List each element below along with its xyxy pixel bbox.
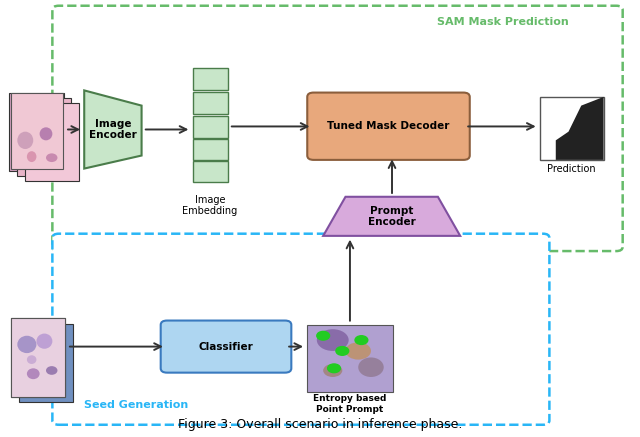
Ellipse shape xyxy=(17,336,36,353)
FancyBboxPatch shape xyxy=(193,92,228,114)
FancyBboxPatch shape xyxy=(193,139,228,160)
FancyBboxPatch shape xyxy=(307,325,394,392)
Text: Prompt
Encoder: Prompt Encoder xyxy=(368,205,416,227)
Ellipse shape xyxy=(346,342,371,360)
Ellipse shape xyxy=(27,151,36,162)
Ellipse shape xyxy=(317,329,349,351)
FancyBboxPatch shape xyxy=(193,68,228,90)
Text: Prediction: Prediction xyxy=(547,164,596,174)
Circle shape xyxy=(355,336,368,344)
Ellipse shape xyxy=(46,366,58,375)
Polygon shape xyxy=(556,97,604,160)
FancyBboxPatch shape xyxy=(540,97,604,160)
Ellipse shape xyxy=(358,357,384,377)
FancyBboxPatch shape xyxy=(25,103,79,181)
Text: Entropy based
Point Prompt: Entropy based Point Prompt xyxy=(313,394,387,414)
Text: Classifier: Classifier xyxy=(198,342,253,352)
Text: Figure 3: Overall scenario in inference phase.: Figure 3: Overall scenario in inference … xyxy=(178,418,462,431)
FancyBboxPatch shape xyxy=(11,93,63,169)
Ellipse shape xyxy=(17,132,33,149)
Ellipse shape xyxy=(36,333,52,349)
Ellipse shape xyxy=(323,364,342,377)
Polygon shape xyxy=(84,90,141,169)
Ellipse shape xyxy=(27,368,40,379)
Ellipse shape xyxy=(40,127,52,140)
FancyBboxPatch shape xyxy=(10,93,63,171)
FancyBboxPatch shape xyxy=(52,6,623,251)
Ellipse shape xyxy=(27,355,36,364)
FancyBboxPatch shape xyxy=(193,161,228,182)
Text: SAM Mask Prediction: SAM Mask Prediction xyxy=(436,17,568,27)
FancyBboxPatch shape xyxy=(161,321,291,373)
Ellipse shape xyxy=(46,153,58,162)
Text: Seed Generation: Seed Generation xyxy=(84,399,188,409)
Text: Image
Embedding: Image Embedding xyxy=(182,194,237,216)
FancyBboxPatch shape xyxy=(11,319,65,396)
Circle shape xyxy=(317,331,330,340)
FancyBboxPatch shape xyxy=(193,116,228,138)
Circle shape xyxy=(328,364,340,373)
FancyBboxPatch shape xyxy=(19,323,73,402)
FancyBboxPatch shape xyxy=(52,234,549,425)
FancyBboxPatch shape xyxy=(11,319,65,396)
Text: Tuned Mask Decoder: Tuned Mask Decoder xyxy=(327,121,449,132)
Polygon shape xyxy=(323,197,460,236)
FancyBboxPatch shape xyxy=(17,98,71,176)
Text: Image
Encoder: Image Encoder xyxy=(89,119,137,140)
FancyBboxPatch shape xyxy=(307,93,470,160)
Circle shape xyxy=(336,347,349,355)
